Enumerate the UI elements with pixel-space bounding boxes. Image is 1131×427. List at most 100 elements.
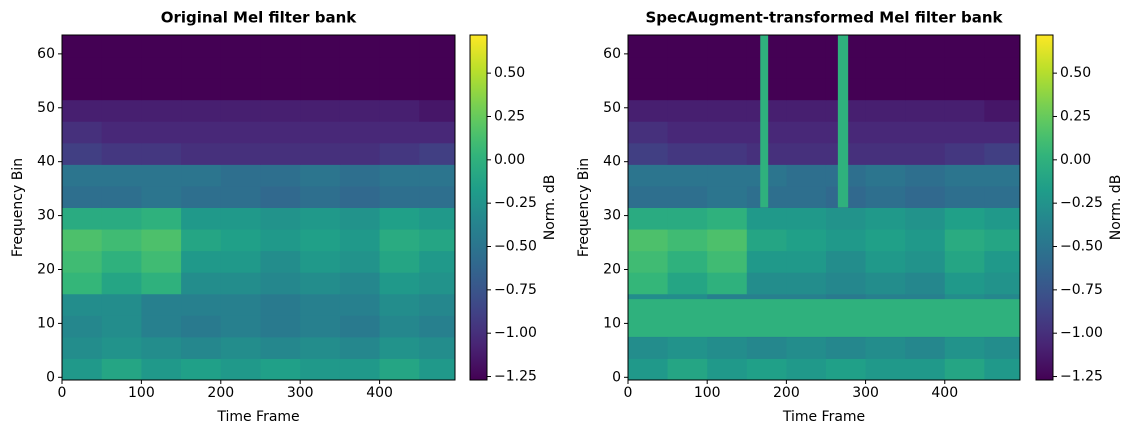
heatmap-cell: [101, 272, 142, 295]
heatmap-cell: [419, 35, 456, 58]
heatmap-cell: [628, 207, 669, 230]
heatmap-cell: [905, 250, 946, 273]
heatmap-cell: [220, 272, 261, 295]
heatmap-cell: [984, 185, 1021, 208]
heatmap-cell: [379, 315, 420, 338]
heatmap-cell: [905, 336, 946, 359]
heatmap-cell: [339, 185, 381, 208]
heatmap-cell: [707, 56, 748, 79]
plot-frame: [61, 34, 456, 381]
heatmap-cell: [984, 121, 1021, 144]
heatmap-cell: [62, 185, 103, 208]
y-tick-label: 60: [37, 46, 55, 62]
heatmap-cell: [628, 56, 669, 79]
heatmap-cell: [707, 35, 748, 58]
heatmap-cell: [419, 358, 456, 381]
heatmap-cell: [419, 293, 456, 316]
heatmap-cell: [786, 78, 827, 101]
heatmap-cell: [944, 185, 985, 208]
heatmap-cell: [419, 121, 456, 144]
heatmap-cell: [707, 142, 748, 165]
heatmap-cell: [905, 185, 946, 208]
heatmap-cell: [62, 315, 103, 338]
heatmap-cell: [300, 99, 341, 122]
x-tick-label: 400: [931, 385, 958, 401]
heatmap-cell: [944, 229, 985, 252]
heatmap-cell: [141, 78, 182, 101]
heatmap-cell: [101, 315, 142, 338]
title: Original Mel filter bank: [161, 9, 358, 27]
x-tick-label: 200: [773, 385, 800, 401]
y-tick-label: 40: [37, 154, 55, 170]
heatmap-cell: [300, 229, 341, 252]
heatmap-cell: [220, 99, 261, 122]
heatmap-cell: [101, 185, 142, 208]
heatmap-cell: [707, 272, 748, 295]
colorbar-tick-label: −0.25: [1060, 195, 1103, 211]
heatmap-cell: [667, 164, 708, 187]
heatmap-cell: [667, 272, 708, 295]
heatmap-cell: [944, 142, 985, 165]
heatmap-cell: [220, 142, 261, 165]
x-tick-label: 100: [128, 385, 155, 401]
mask: [837, 35, 849, 208]
heatmap-cell: [628, 358, 669, 381]
x-tick-label: 200: [207, 385, 234, 401]
heatmap-cell: [746, 358, 787, 381]
heatmap-cell: [707, 99, 748, 122]
heatmap-cell: [141, 272, 182, 295]
heatmap-cell: [379, 99, 420, 122]
heatmap-cell: [707, 358, 748, 381]
heatmap-cell: [141, 164, 182, 187]
heatmap-cell: [62, 293, 103, 316]
heatmap-cell: [379, 164, 420, 187]
heatmap-cell: [260, 315, 301, 338]
heatmap-cell: [339, 358, 381, 381]
heatmap-cell: [379, 142, 420, 165]
heatmap-cell: [628, 78, 669, 101]
x-tick-label: 400: [366, 385, 393, 401]
heatmap-cell: [181, 250, 222, 273]
heatmap-cell: [746, 207, 787, 230]
heatmap-cell: [379, 121, 420, 144]
heatmap-cell: [101, 250, 142, 273]
heatmap-cell: [62, 142, 103, 165]
heatmap-cell: [944, 121, 985, 144]
y-tick-label: 10: [37, 315, 55, 331]
heatmap-cell: [101, 121, 142, 144]
heatmap-cell: [379, 56, 420, 79]
colorbar-tick-label: −1.00: [494, 325, 537, 341]
heatmap-cell: [667, 185, 708, 208]
heatmap-cell: [984, 164, 1021, 187]
heatmap-cell: [786, 272, 827, 295]
heatmap-cell: [707, 164, 748, 187]
heatmap-cell: [101, 78, 142, 101]
heatmap-cell: [667, 142, 708, 165]
heatmap-cell: [905, 358, 946, 381]
heatmap-cell: [339, 56, 381, 79]
heatmap-cell: [865, 78, 906, 101]
heatmap-cell: [181, 229, 222, 252]
heatmap-cell: [825, 250, 867, 273]
heatmap-cell: [628, 250, 669, 273]
heatmap-cell: [220, 315, 261, 338]
heatmap-cell: [865, 35, 906, 58]
heatmap-cell: [905, 272, 946, 295]
heatmap-cell: [905, 35, 946, 58]
x-tick-label: 100: [694, 385, 721, 401]
title: SpecAugment-transformed Mel filter bank: [646, 9, 1004, 27]
heatmap-cell: [181, 315, 222, 338]
heatmap-cell: [419, 142, 456, 165]
heatmap-cell: [419, 164, 456, 187]
colorbar: [1035, 34, 1054, 381]
heatmap-cell: [905, 99, 946, 122]
heatmap-cell: [141, 121, 182, 144]
heatmap-cell: [220, 164, 261, 187]
heatmap-cell: [786, 164, 827, 187]
heatmap-cell: [339, 164, 381, 187]
heatmap-cell: [984, 142, 1021, 165]
heatmap-cell: [101, 56, 142, 79]
heatmap-cell: [865, 207, 906, 230]
heatmap-cell: [300, 336, 341, 359]
heatmap-cell: [865, 56, 906, 79]
